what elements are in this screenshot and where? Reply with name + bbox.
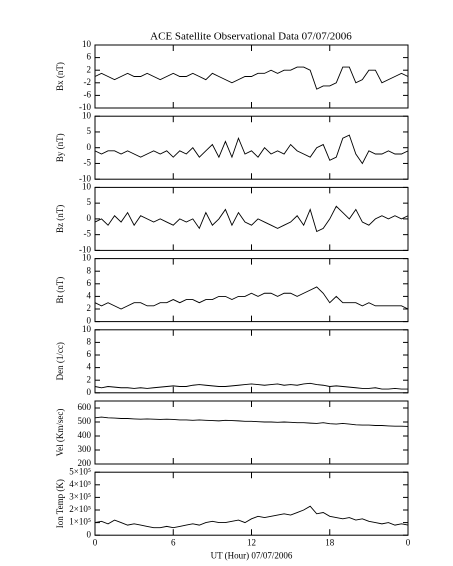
panel-frame [94,400,409,465]
y-tick-label: 10 [82,181,92,191]
x-tick-label: 0 [406,537,411,547]
y-tick-label: -5 [84,229,92,239]
y-tick-label: 10 [82,253,92,263]
x-tick-label: 0 [93,537,98,547]
y-tick-label: 10 [82,39,92,49]
y-tick-label: 6 [87,52,92,62]
y-tick-label: 4×10⁵ [69,479,91,489]
x-axis-label: UT (Hour) 07/07/2006 [211,550,293,560]
y-tick-label: 4 [87,290,92,300]
y-tick-label: 2 [87,64,92,74]
data-line [94,382,408,390]
chart-title: ACE Satellite Observational Data 07/07/2… [150,31,352,43]
y-tick-label: 3×10⁵ [69,491,91,501]
y-tick-label: 0 [87,213,92,223]
y-tick-label: 500 [78,416,92,426]
y-tick-label: 200 [78,458,92,468]
y-axis-label: Bz (nT) [55,205,65,233]
data-line [94,134,409,165]
y-tick-label: 5×10⁵ [69,466,91,476]
y-tick-label: 0 [87,316,92,326]
y-tick-label: 6 [87,349,92,359]
panel-frame [94,258,409,323]
y-tick-label: 5 [87,126,92,136]
x-tick-label: 6 [171,537,176,547]
y-tick-label: 5 [87,197,92,207]
data-line [94,505,409,529]
y-tick-label: 0 [87,142,92,152]
y-tick-label: -5 [84,158,92,168]
x-tick-label: 12 [247,537,256,547]
y-tick-label: -10 [79,173,91,183]
y-axis-label: By (nT) [55,133,65,162]
data-line [94,416,409,427]
data-line [94,286,409,310]
y-tick-label: 300 [78,444,92,454]
y-tick-label: -10 [79,244,91,254]
y-tick-label: 10 [82,110,92,120]
y-axis-label: Bx (nT) [55,62,65,91]
y-tick-label: 2 [87,303,92,313]
y-tick-label: 400 [78,430,92,440]
y-tick-label: 4 [87,362,92,372]
x-tick-label: 18 [325,537,335,547]
y-tick-label: 2 [87,374,92,384]
y-tick-label: -6 [84,89,92,99]
y-axis-label: Den (1/cc) [55,342,65,380]
y-axis-label: Ion Temp (K) [55,479,65,528]
y-tick-label: 1×10⁵ [69,517,91,527]
y-tick-label: -10 [79,102,91,112]
data-line [94,205,409,233]
y-tick-label: 2×10⁵ [69,504,91,514]
panel-frame [94,115,409,180]
data-line [94,66,409,90]
y-tick-label: 6 [87,278,92,288]
y-axis-label: Vel (Km/sec) [55,409,65,457]
y-tick-label: 600 [78,402,92,412]
y-tick-label: 8 [87,336,92,346]
y-tick-label: 0 [87,387,92,397]
y-axis-label: Bt (nT) [55,277,65,304]
y-tick-label: 0 [87,529,92,539]
y-tick-label: 10 [82,324,92,334]
y-tick-label: 8 [87,265,92,275]
y-tick-label: -2 [84,77,92,87]
panel-frame [94,329,409,394]
